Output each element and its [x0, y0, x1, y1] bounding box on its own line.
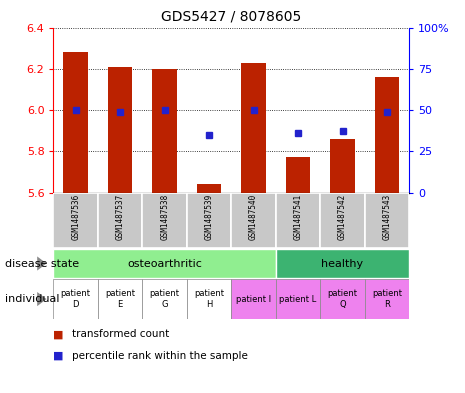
- Text: patient I: patient I: [236, 295, 271, 303]
- Bar: [276, 249, 409, 278]
- Bar: [142, 279, 187, 319]
- Bar: [53, 249, 276, 278]
- Text: patient
D: patient D: [61, 289, 91, 309]
- Title: GDS5427 / 8078605: GDS5427 / 8078605: [161, 9, 301, 24]
- Bar: [108, 67, 133, 193]
- Bar: [365, 279, 409, 319]
- Bar: [330, 139, 355, 193]
- Text: GSM1487538: GSM1487538: [160, 194, 169, 241]
- Text: patient
R: patient R: [372, 289, 402, 309]
- Text: patient
E: patient E: [105, 289, 135, 309]
- Text: patient
G: patient G: [150, 289, 179, 309]
- Text: healthy: healthy: [321, 259, 364, 268]
- Text: GSM1487542: GSM1487542: [338, 194, 347, 241]
- Bar: [320, 279, 365, 319]
- Bar: [153, 69, 177, 193]
- Text: GSM1487536: GSM1487536: [71, 194, 80, 241]
- Bar: [232, 193, 276, 248]
- Bar: [232, 279, 276, 319]
- Text: disease state: disease state: [5, 259, 79, 268]
- Text: osteoarthritic: osteoarthritic: [127, 259, 202, 268]
- Bar: [197, 184, 221, 193]
- Bar: [142, 193, 187, 248]
- Bar: [98, 193, 142, 248]
- Text: GSM1487543: GSM1487543: [383, 194, 392, 241]
- Text: GSM1487537: GSM1487537: [116, 194, 125, 241]
- Bar: [365, 193, 409, 248]
- Bar: [375, 77, 399, 193]
- Bar: [53, 279, 98, 319]
- Bar: [187, 279, 232, 319]
- Text: patient
Q: patient Q: [327, 289, 358, 309]
- Bar: [53, 193, 98, 248]
- Text: GSM1487541: GSM1487541: [293, 194, 303, 241]
- Text: patient
H: patient H: [194, 289, 224, 309]
- Bar: [187, 193, 232, 248]
- Text: percentile rank within the sample: percentile rank within the sample: [72, 351, 248, 361]
- Bar: [241, 62, 266, 193]
- Bar: [320, 193, 365, 248]
- Bar: [64, 52, 88, 193]
- Text: ■: ■: [53, 329, 64, 340]
- Bar: [286, 158, 310, 193]
- Text: GSM1487539: GSM1487539: [205, 194, 213, 241]
- Text: transformed count: transformed count: [72, 329, 169, 340]
- Bar: [98, 279, 142, 319]
- Bar: [276, 193, 320, 248]
- Text: ■: ■: [53, 351, 64, 361]
- Bar: [276, 279, 320, 319]
- Text: GSM1487540: GSM1487540: [249, 194, 258, 241]
- Text: patient L: patient L: [279, 295, 317, 303]
- Text: individual: individual: [5, 294, 59, 304]
